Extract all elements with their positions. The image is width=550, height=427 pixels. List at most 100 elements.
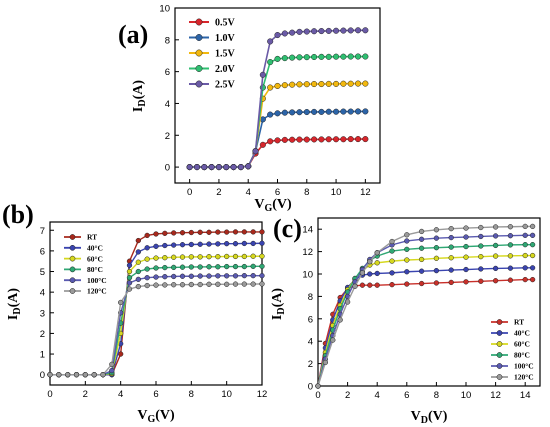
data-point: [418, 245, 425, 251]
x-tick-label: 10: [221, 389, 232, 400]
data-point: [418, 236, 425, 242]
data-point: [162, 282, 168, 288]
data-point: [433, 245, 440, 251]
data-point: [463, 279, 469, 285]
data-point: [367, 259, 373, 265]
y-tick-label: 2: [40, 329, 45, 340]
data-point: [478, 233, 484, 240]
data-point: [296, 28, 303, 35]
data-point: [197, 241, 203, 247]
data-point: [206, 264, 212, 270]
data-point: [162, 255, 168, 261]
series-60c: [315, 252, 536, 389]
data-point: [448, 255, 454, 261]
data-point: [197, 273, 203, 279]
data-point: [340, 80, 347, 87]
data-point: [215, 254, 221, 260]
data-point: [171, 230, 177, 236]
data-point: [162, 230, 168, 236]
data-point: [463, 234, 469, 240]
data-point: [529, 223, 536, 230]
data-point: [318, 80, 325, 88]
series-100c: [47, 272, 265, 378]
data-point: [215, 264, 221, 270]
data-point: [171, 242, 177, 248]
data-point: [311, 108, 318, 115]
data-point: [126, 268, 133, 275]
data-point: [303, 54, 310, 61]
y-axis-label-main: I: [270, 315, 285, 320]
data-point: [206, 281, 212, 287]
y-axis-label-unit: (A): [6, 288, 21, 308]
legend: RT 40°C 60°C 80°C 100°C 120°C: [491, 318, 534, 382]
series-line: [50, 231, 262, 376]
data-point: [289, 54, 296, 61]
data-point: [340, 27, 347, 34]
x-tick-label: 8: [304, 187, 309, 198]
y-tick-label: 6: [308, 314, 313, 325]
data-point: [259, 141, 266, 148]
data-point: [223, 164, 230, 171]
x-tick-label: 4: [118, 389, 123, 400]
data-point: [347, 27, 354, 34]
data-point: [206, 241, 212, 247]
legend-label: 60°C: [87, 254, 103, 263]
x-axis-label-main: V: [137, 408, 147, 423]
data-point: [367, 271, 373, 277]
legend-swatch-marker: [496, 330, 503, 336]
data-point: [318, 108, 325, 115]
legend-swatch-marker: [69, 244, 76, 251]
data-point: [232, 253, 239, 260]
x-tick-label: 2: [345, 390, 350, 401]
data-point: [65, 372, 71, 378]
data-point: [507, 242, 514, 248]
data-point: [126, 280, 133, 286]
data-point: [126, 262, 133, 268]
legend-label: 40°C: [87, 244, 103, 253]
legend-label: 0.5V: [215, 18, 236, 29]
data-point: [289, 29, 296, 36]
y-tick-label: 2: [165, 131, 170, 142]
x-tick-label: 8: [189, 389, 194, 400]
data-point: [153, 282, 159, 288]
data-point: [230, 164, 237, 171]
data-point: [311, 28, 318, 35]
y-axis-label-main: I: [6, 315, 21, 320]
data-point: [179, 273, 186, 279]
y-axis-label-sub: D: [137, 99, 148, 106]
data-point: [311, 136, 318, 143]
data-point: [82, 372, 88, 378]
data-point: [274, 55, 281, 62]
data-point: [492, 224, 499, 230]
legend-swatch-marker: [195, 34, 203, 41]
x-axis-label-unit: (V): [155, 408, 175, 423]
data-point: [281, 55, 288, 62]
data-point: [73, 372, 80, 378]
data-point: [259, 272, 265, 279]
data-point: [433, 255, 440, 261]
legend-swatch-marker: [69, 266, 76, 273]
data-point: [529, 276, 536, 283]
y-tick-label: 0: [165, 163, 170, 174]
data-point: [109, 367, 115, 374]
data-point: [478, 253, 484, 260]
data-point: [215, 241, 221, 247]
data-point: [333, 80, 340, 87]
data-point: [404, 281, 410, 287]
data-point: [153, 265, 159, 271]
data-point: [404, 269, 410, 275]
panel-tag-b: (b): [2, 200, 34, 229]
data-point: [274, 82, 281, 90]
y-tick-label: 0: [40, 370, 45, 381]
series-line: [50, 274, 262, 376]
data-point: [289, 81, 296, 88]
data-point: [362, 136, 369, 143]
data-point: [241, 281, 247, 287]
data-point: [250, 229, 256, 235]
legend-label: 80°C: [87, 265, 103, 274]
data-point: [281, 109, 288, 116]
data-point: [197, 264, 203, 270]
data-point: [153, 255, 159, 261]
x-tick-label: 0: [315, 390, 320, 401]
